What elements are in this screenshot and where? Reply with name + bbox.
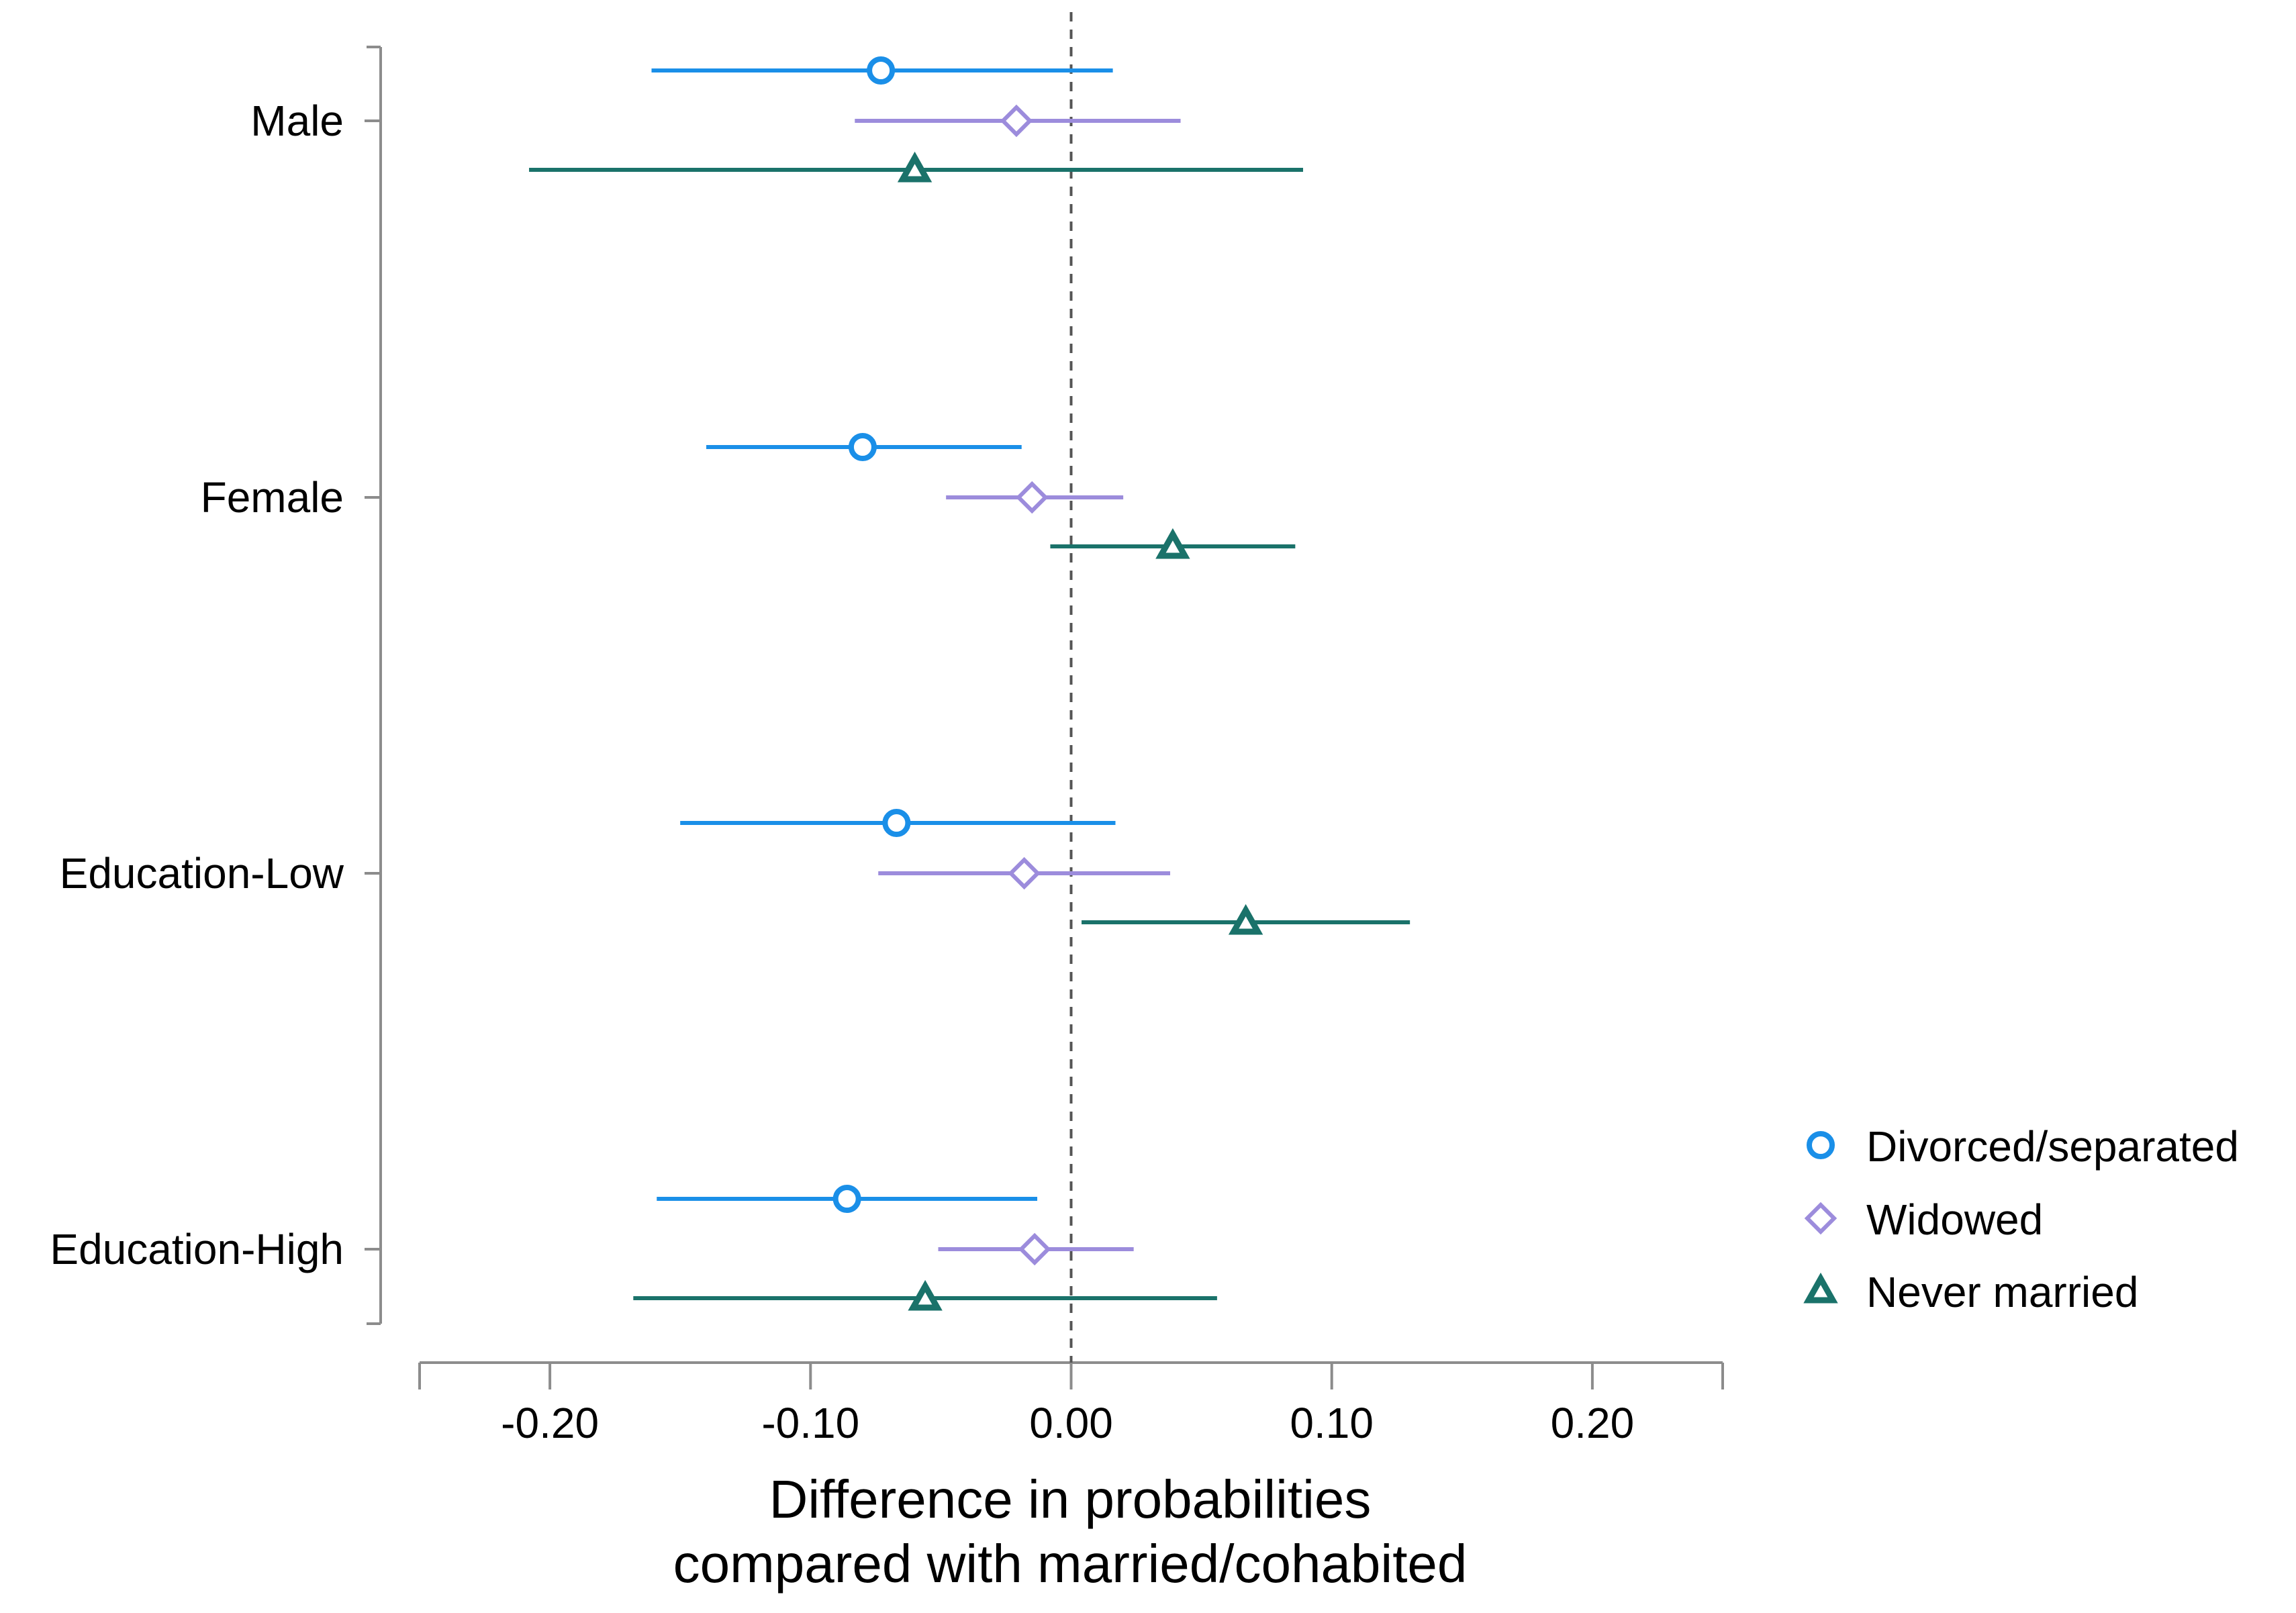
point-estimate-circle: [867, 56, 896, 85]
legend-label: Widowed: [1866, 1195, 2043, 1244]
x-tick-label: 0.20: [1551, 1399, 1635, 1447]
x-tick-label: 0.10: [1290, 1399, 1374, 1447]
x-axis: -0.20 -0.10 0.00 0.10 0.20: [418, 1361, 1724, 1447]
legend-item: Widowed: [1804, 1195, 2043, 1244]
legend-marker-triangle: [1803, 1272, 1838, 1304]
point-estimate-diamond: [1016, 481, 1049, 514]
point-estimate-circle: [832, 1185, 861, 1213]
x-tick-label: -0.10: [761, 1399, 859, 1447]
legend-marker-diamond: [1804, 1202, 1837, 1235]
y-category-label: Education-Low: [60, 849, 344, 897]
series-never-married: [529, 151, 1410, 1311]
point-estimate-triangle: [897, 151, 932, 183]
series-group: [529, 56, 1410, 1311]
legend-marker-circle: [1807, 1131, 1835, 1159]
y-category-label: Male: [250, 97, 344, 145]
legend-label: Never married: [1866, 1268, 2138, 1316]
point-estimate-triangle: [908, 1279, 943, 1311]
point-estimate-circle: [882, 809, 911, 837]
point-estimate-diamond: [1008, 857, 1041, 890]
point-estimate-diamond: [1018, 1232, 1051, 1266]
x-tick-label: 0.00: [1029, 1399, 1113, 1447]
x-tick-label: -0.20: [501, 1399, 599, 1447]
point-estimate-circle: [848, 433, 877, 461]
legend-label: Divorced/separated: [1866, 1122, 2239, 1171]
point-estimate-diamond: [1000, 104, 1033, 138]
x-axis-title-line-1: Difference in probabilities: [769, 1469, 1372, 1529]
point-estimate-triangle: [1155, 528, 1190, 559]
legend-item: Divorced/separated: [1807, 1122, 2239, 1171]
series-divorced-separated: [651, 56, 1116, 1213]
legend-item: Never married: [1803, 1268, 2138, 1316]
legend: Divorced/separated Widowed Never married: [1803, 1122, 2239, 1316]
y-axis: Male Female Education-Low Education-High: [50, 46, 382, 1325]
point-estimate-triangle: [1228, 903, 1263, 935]
series-widowed: [855, 104, 1181, 1266]
x-axis-title-line-2: compared with married/cohabited: [673, 1534, 1468, 1594]
y-category-label: Female: [201, 473, 344, 522]
y-category-label: Education-High: [50, 1225, 344, 1273]
